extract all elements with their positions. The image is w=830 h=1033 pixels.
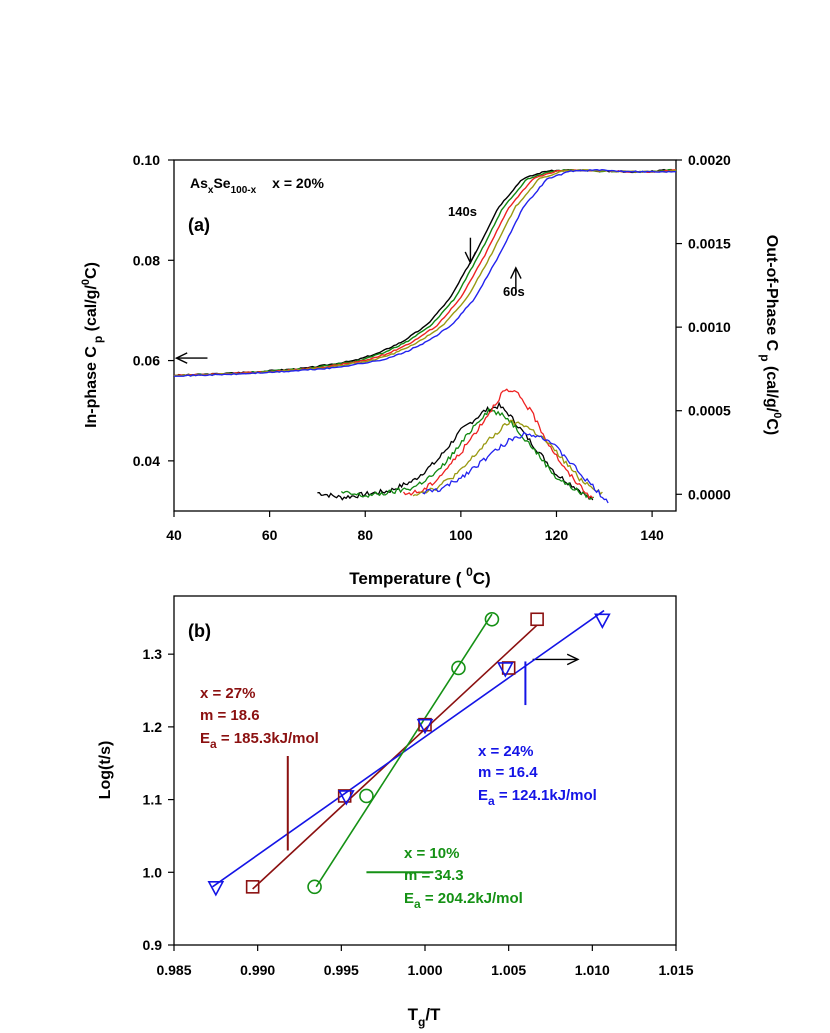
legend-x27-line3: Ea = 185.3kJ/mol xyxy=(200,730,319,751)
out-of-phase-curves xyxy=(317,388,609,504)
panel-b: 0.985 0.990 0.995 1.000 1.005 1.010 1.015 0.9 1… xyxy=(97,595,694,1029)
in-phase-curve-60s xyxy=(174,168,676,377)
a-xtick-label-3: 100 xyxy=(449,527,473,543)
panel-b-label: (b) xyxy=(188,621,211,641)
a-xtick-label-5: 140 xyxy=(640,527,664,543)
a-xtick-label-0: 40 xyxy=(166,527,182,543)
arrow-60s xyxy=(509,266,522,293)
b-xtick-label-1: 0.990 xyxy=(240,962,275,978)
point-triangle-down-1 xyxy=(338,790,355,806)
panel-a: 40 60 80 100 120 140 0.040.060.080.10 0.00000… xyxy=(80,152,783,666)
panel-a-left-axis-label: In-phase Cp (cal/g/0C) xyxy=(80,262,105,428)
data-points xyxy=(207,611,611,897)
b-xtick-label-4: 1.005 xyxy=(491,962,526,978)
fit-line-2 xyxy=(315,613,493,888)
panel-a-right-ticks: 0.0000 0.0005 0.0010 0.0015 0.0020 xyxy=(676,152,731,502)
in-phase-left-arrow xyxy=(174,352,208,364)
out-of-phase-curve-in-phase-4 xyxy=(412,419,603,497)
a-ltick-label-3: 0.10 xyxy=(133,152,160,168)
panel-a-left-ticks: 0.04 0.06 0.08 0.10 xyxy=(133,152,174,469)
point-triangle-down-0 xyxy=(207,881,225,897)
point-square-0 xyxy=(245,880,260,894)
legend-x27-line2: m = 18.6 xyxy=(200,707,260,724)
composition-label: AsxSe100-x x = 20% xyxy=(190,175,324,196)
b-ytick-label-2: 1.1 xyxy=(143,792,163,808)
in-phase-curves xyxy=(173,168,677,377)
out-of-phase-curve-in-phase-2 xyxy=(340,408,595,501)
panel-a-x-ticks: 40 60 80 100 120 140 xyxy=(166,511,664,543)
legend-x24-line1: x = 24% xyxy=(478,743,533,760)
arrow-140s xyxy=(464,237,477,265)
fit-line-1 xyxy=(212,609,605,888)
a-xtick-label-2: 80 xyxy=(357,527,373,543)
a-rtick-label-4: 0.0020 xyxy=(688,152,731,168)
b-ytick-label-1: 1.0 xyxy=(143,864,163,880)
b-ytick-label-0: 0.9 xyxy=(143,937,163,953)
a-ltick-label-0: 0.04 xyxy=(133,453,160,469)
a-rtick-label-3: 0.0015 xyxy=(688,236,731,252)
point-triangle-down-4 xyxy=(594,613,611,629)
a-rtick-label-1: 0.0005 xyxy=(688,403,731,419)
b-xtick-label-5: 1.010 xyxy=(575,962,610,978)
fit-line-0 xyxy=(252,624,538,890)
b-ytick-label-4: 1.3 xyxy=(143,646,163,662)
b-ytick-label-3: 1.2 xyxy=(143,719,163,735)
panel-a-arrows xyxy=(174,237,580,666)
legend-x27: x = 27% m = 18.6 Ea = 185.3kJ/mol xyxy=(200,685,319,751)
panel-b-x-ticks: 0.985 0.990 0.995 1.000 1.005 1.010 1.015 xyxy=(156,945,694,978)
fit-lines xyxy=(212,609,605,890)
b-xtick-label-0: 0.985 xyxy=(156,962,191,978)
pointer-lines xyxy=(286,661,527,874)
point-square-3 xyxy=(501,661,516,675)
a-rtick-label-2: 0.0010 xyxy=(688,319,731,335)
in-phase-curve-140s xyxy=(173,168,677,377)
legend-x24: x = 24% m = 16.4 Ea = 124.1kJ/mol xyxy=(478,743,597,808)
in-phase-curve-in-phase-2 xyxy=(173,168,677,377)
point-circle-2 xyxy=(451,660,466,676)
a-xtick-label-4: 120 xyxy=(545,527,569,543)
in-phase-curve-in-phase-3 xyxy=(174,169,677,377)
a-ltick-label-1: 0.06 xyxy=(133,353,160,369)
panel-b-y-ticks: 0.9 1.0 1.1 1.2 1.3 xyxy=(143,646,174,953)
panel-b-y-axis-label: Log(t/s) xyxy=(97,741,114,800)
in-phase-curve-in-phase-4 xyxy=(173,168,677,377)
point-square-2 xyxy=(418,717,432,732)
legend-x24-line3: Ea = 124.1kJ/mol xyxy=(478,787,597,808)
legend-x10: x = 10% m = 34.3 Ea = 204.2kJ/mol xyxy=(404,845,523,911)
legend-x10-line1: x = 10% xyxy=(404,845,459,862)
point-triangle-down-2 xyxy=(416,718,434,735)
out-of-phase-curve-60s xyxy=(422,431,609,504)
legend-x10-line2: m = 34.3 xyxy=(404,867,464,884)
b-xtick-label-3: 1.000 xyxy=(407,962,442,978)
panel-a-right-axis-label: Out-of-Phase Cp (cal/g/0C) xyxy=(758,235,783,436)
a-xtick-label-1: 60 xyxy=(262,527,278,543)
b-xtick-label-2: 0.995 xyxy=(324,962,359,978)
b-xtick-label-6: 1.015 xyxy=(658,962,693,978)
panel-b-x-axis-label: Tg/T xyxy=(408,1005,441,1029)
legend-x27-line1: x = 27% xyxy=(200,685,255,702)
legend-x10-line3: Ea = 204.2kJ/mol xyxy=(404,890,523,911)
out-of-phase-curve-in-phase-3 xyxy=(402,388,594,499)
annotation-60s: 60s xyxy=(503,284,525,299)
point-triangle-down-3 xyxy=(496,662,514,678)
annotation-140s: 140s xyxy=(448,204,477,219)
point-circle-0 xyxy=(307,879,322,895)
a-rtick-label-0: 0.0000 xyxy=(688,486,731,502)
point-circle-3 xyxy=(484,611,500,627)
panel-a-frame xyxy=(173,159,677,512)
panel-a-label: (a) xyxy=(188,215,210,235)
panel-a-x-axis-label: Temperature ( 0C) xyxy=(349,565,490,588)
out-of-phase-right-arrow xyxy=(532,653,580,666)
legend-x24-line2: m = 16.4 xyxy=(478,764,538,781)
point-circle-1 xyxy=(359,788,374,804)
point-square-4 xyxy=(530,612,544,627)
a-ltick-label-2: 0.08 xyxy=(133,252,160,268)
